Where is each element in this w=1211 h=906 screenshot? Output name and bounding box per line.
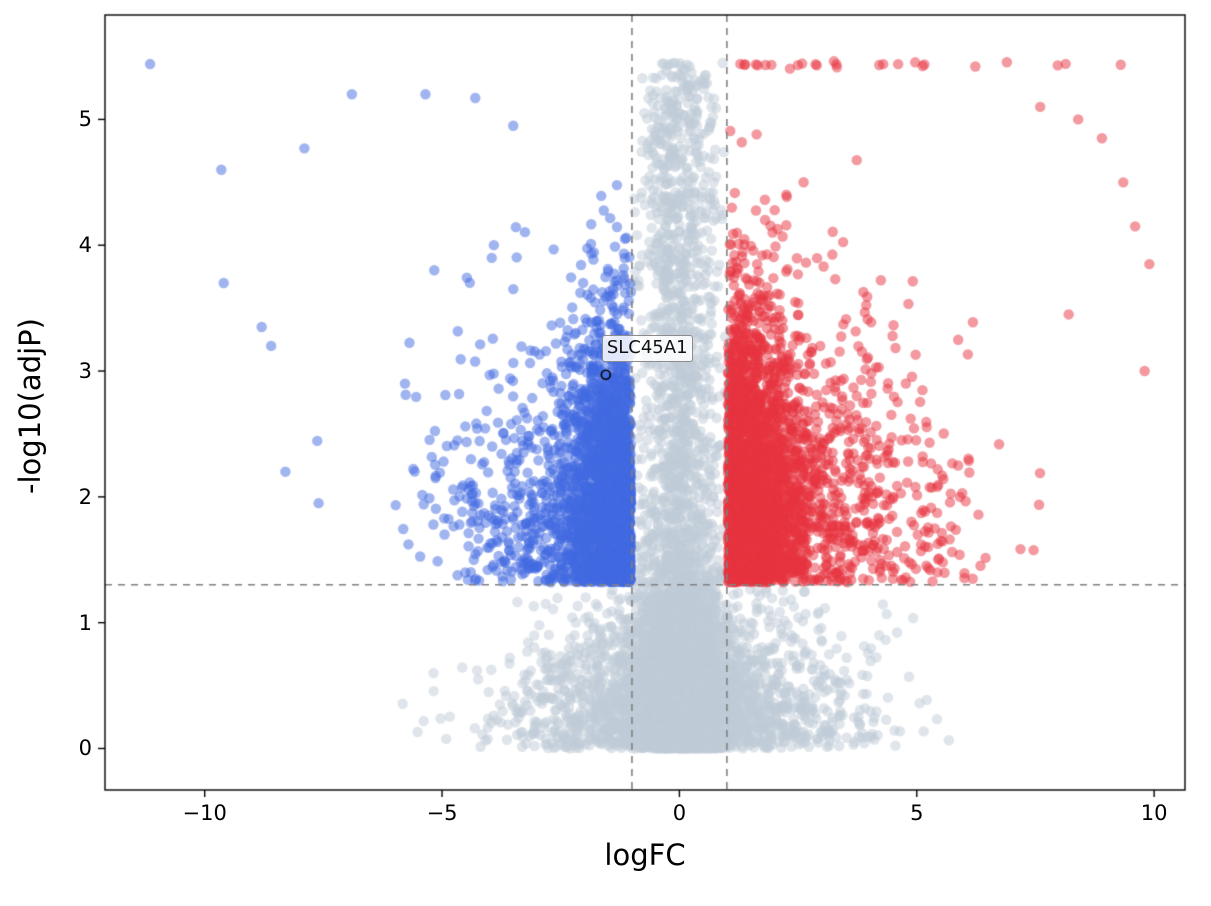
- x-tick-label: 5: [910, 801, 924, 825]
- x-tick-label: −10: [182, 801, 227, 825]
- y-tick-label: 5: [78, 107, 92, 132]
- y-tick-label: 2: [78, 484, 92, 509]
- x-tick-label: 10: [1140, 801, 1168, 825]
- y-axis-label: -log10(adjP): [13, 317, 47, 494]
- y-tick-label: 1: [78, 610, 92, 635]
- y-tick-label: 4: [78, 233, 92, 258]
- x-tick-label: −5: [426, 801, 458, 825]
- x-axis-label: logFC: [604, 838, 686, 872]
- y-tick-label: 3: [78, 359, 92, 384]
- annotation-label: SLC45A1: [601, 334, 693, 363]
- x-tick-label: 0: [672, 801, 687, 825]
- y-tick-label: 0: [78, 736, 92, 761]
